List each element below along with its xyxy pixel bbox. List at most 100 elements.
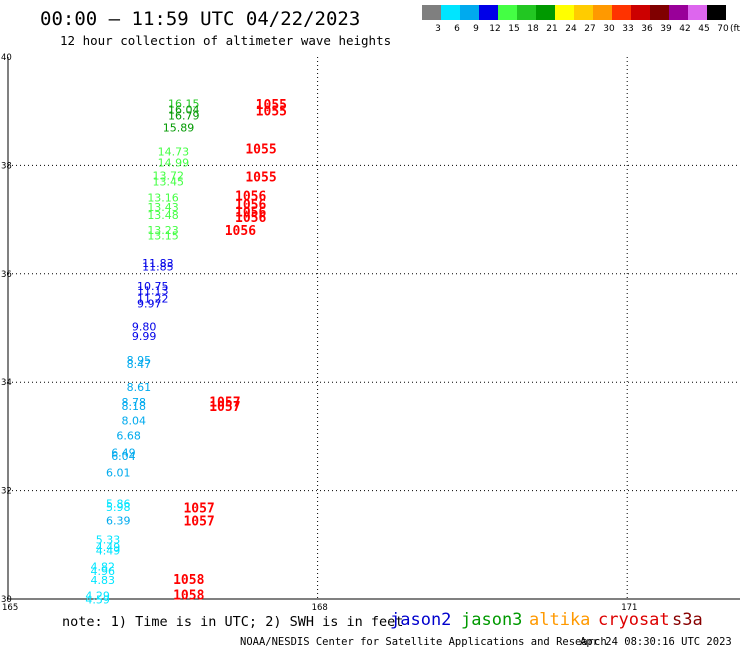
wave-height-label: 4.82 <box>91 560 116 573</box>
wave-height-label: 10.75 <box>137 280 169 293</box>
color-swatch-label: 27 <box>584 24 595 34</box>
time-label: 1056 <box>235 198 266 213</box>
wave-height-label: 9.80 <box>132 321 157 334</box>
time-label: 1058 <box>173 589 204 604</box>
time-label: 1056 <box>225 224 256 239</box>
wave-height-label: 8.04 <box>122 414 146 427</box>
time-label: 1055 <box>245 142 276 157</box>
wave-height-label: 8.61 <box>127 381 151 394</box>
color-swatch-label: 70 <box>717 24 729 34</box>
axis-ticks: 165168171174177303234363840 <box>1 53 637 613</box>
wave-height-label: 5.98 <box>106 501 131 514</box>
wave-height-label: 13.16 <box>147 192 179 205</box>
y-tick-label: 36 <box>1 270 12 280</box>
time-label: 1057 <box>209 396 240 411</box>
x-tick-label: 171 <box>621 603 637 613</box>
wave-height-label: 4.96 <box>91 565 116 578</box>
mission-s3a: s3a <box>672 610 703 630</box>
color-swatch <box>688 5 707 20</box>
mission-legend: jason2 jason3 altika cryosat s3a <box>390 610 703 630</box>
y-tick-label: 34 <box>1 378 12 388</box>
wave-height-label: 11.22 <box>137 293 169 306</box>
color-swatch-label: 33 <box>622 24 633 34</box>
mission-jason3: jason3 <box>461 610 522 630</box>
color-swatch <box>574 5 593 20</box>
footer-credit: NOAA/NESDIS Center for Satellite Applica… <box>240 636 607 648</box>
wave-height-label: 4.83 <box>91 574 116 587</box>
x-tick-label: 168 <box>312 603 328 613</box>
wave-height-label: 6.39 <box>106 515 131 528</box>
color-swatch-label: 36 <box>641 24 653 34</box>
wave-height-label: 9.97 <box>137 297 162 310</box>
color-swatch <box>517 5 536 20</box>
wave-height-label: 8.47 <box>127 358 151 371</box>
color-swatch-label: 42 <box>679 24 690 34</box>
time-label: 1057 <box>183 501 214 516</box>
wave-height-label: 11.83 <box>142 257 174 270</box>
y-tick-label: 32 <box>1 487 12 497</box>
wave-height-label: 11.13 <box>137 284 169 297</box>
color-swatch-label: 18 <box>527 24 539 34</box>
wave-height-label: 8.18 <box>122 400 146 413</box>
time-label: 1056 <box>235 190 266 205</box>
color-swatch-label: 3 <box>435 24 441 34</box>
color-swatch-label: 6 <box>454 24 460 34</box>
wave-height-label: 15.89 <box>163 121 195 134</box>
wave-height-label: 8.95 <box>127 354 151 367</box>
time-label: 1057 <box>209 400 240 415</box>
color-swatch-label: 12 <box>489 24 500 34</box>
wave-height-label: 13.45 <box>152 175 184 188</box>
color-swatch <box>479 5 498 20</box>
color-swatch <box>669 5 688 20</box>
mission-altika: altika <box>529 610 590 630</box>
color-swatch <box>650 5 669 20</box>
color-swatch <box>460 5 479 20</box>
time-label: 1058 <box>173 573 204 588</box>
wave-height-label: 6.04 <box>111 450 136 463</box>
mission-jason2: jason2 <box>390 610 451 630</box>
wave-height-label: 5.86 <box>106 497 131 510</box>
footer-note: note: 1) Time is in UTC; 2) SWH is in fe… <box>62 614 403 630</box>
wave-height-label: 16.04 <box>168 103 200 116</box>
time-label: 1056 <box>235 211 266 226</box>
y-tick-label: 30 <box>1 595 12 605</box>
color-swatch <box>441 5 460 20</box>
color-swatch-label: 39 <box>660 24 672 34</box>
wave-height-label: 6.68 <box>116 430 141 443</box>
time-label: 1055 <box>256 98 287 113</box>
time-label: 1057 <box>183 514 214 529</box>
page-title: 00:00 – 11:59 UTC 04/22/2023 <box>40 8 360 30</box>
x-tick-label: 165 <box>2 603 18 613</box>
wave-height-label: 9.99 <box>132 330 157 343</box>
wave-height-label: 13.43 <box>147 201 179 214</box>
y-tick-label: 40 <box>1 53 12 63</box>
wave-height-label: 16.15 <box>168 97 200 110</box>
color-swatch-label: 24 <box>565 24 577 34</box>
color-swatch-label: 45 <box>698 24 709 34</box>
time-label: 1056 <box>235 205 266 220</box>
y-tick-label: 38 <box>1 161 12 171</box>
wave-height-label: 5.33 <box>96 534 121 547</box>
wave-height-label: 11.85 <box>142 261 174 274</box>
color-swatch-label: 15 <box>508 24 519 34</box>
wave-height-label: 8.78 <box>122 396 146 409</box>
color-swatch-label: 21 <box>546 24 557 34</box>
color-swatch-label: 9 <box>473 24 479 34</box>
time-label: 1055 <box>245 171 276 186</box>
wave-height-label: 16.79 <box>168 109 200 122</box>
color-swatch <box>612 5 631 20</box>
plot-area: 165168171174177303234363840 16.1516.0416… <box>1 53 740 613</box>
wave-height-label: 13.15 <box>147 230 179 243</box>
time-label: 1055 <box>256 105 287 120</box>
wave-height-label: 13.48 <box>147 209 179 222</box>
color-scale-unit: (ft) <box>730 24 740 34</box>
wave-height-label: 4.29 <box>85 590 110 603</box>
wave-height-label: 13.72 <box>152 169 184 182</box>
wave-height-label: 4.49 <box>96 545 121 558</box>
color-swatch <box>536 5 555 20</box>
color-swatch <box>593 5 612 20</box>
color-swatch <box>422 5 441 20</box>
